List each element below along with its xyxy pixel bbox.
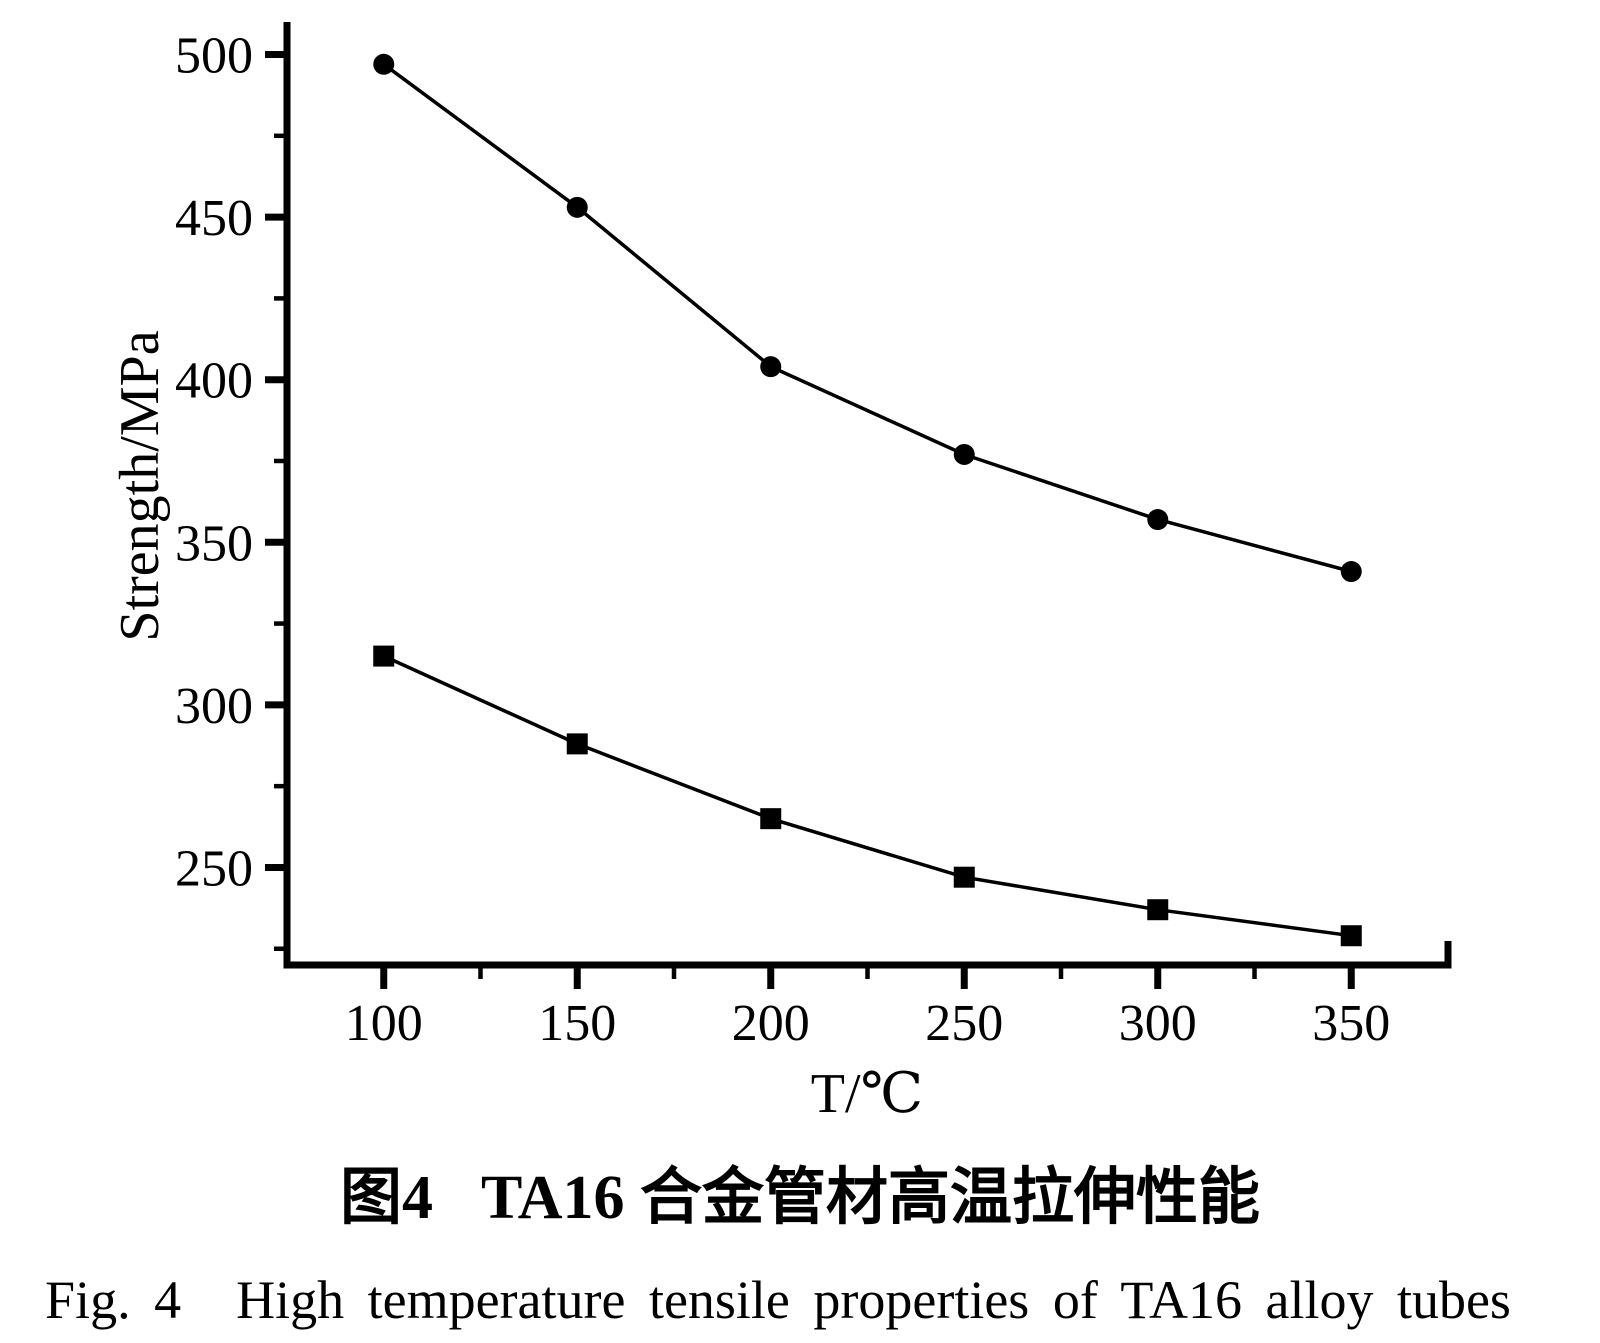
y-tick-label: 250 xyxy=(175,840,253,897)
series-line-square xyxy=(383,654,1352,938)
data-point-square xyxy=(1147,899,1169,921)
caption-en-number: Fig. 4 xyxy=(45,1270,181,1330)
x-tick-label: 250 xyxy=(925,995,1003,1052)
data-point-circle xyxy=(373,53,395,75)
data-point-circle xyxy=(953,443,975,465)
x-tick-label: 100 xyxy=(345,995,423,1052)
series-line-circle xyxy=(382,62,1352,574)
figure-caption-english: Fig. 4 High temperature tensile propertie… xyxy=(45,1270,1511,1330)
data-point-circle xyxy=(1340,561,1362,583)
data-point-square xyxy=(760,808,782,830)
y-tick-label: 500 xyxy=(175,28,253,85)
caption-zh-text: TA16 合金管材高温拉伸性能 xyxy=(481,1163,1260,1232)
data-point-square xyxy=(566,733,588,755)
x-tick-label: 150 xyxy=(538,995,616,1052)
data-point-square xyxy=(953,866,975,888)
x-tick-label: 200 xyxy=(732,995,810,1052)
caption-en-text: High temperature tensile properties of T… xyxy=(236,1270,1511,1330)
y-tick-label: 400 xyxy=(175,353,253,410)
data-point-square xyxy=(373,645,395,667)
caption-zh-number: 图4 xyxy=(340,1164,433,1232)
data-point-circle xyxy=(1147,509,1169,531)
data-point-square xyxy=(1340,925,1362,947)
y-tick-label: 450 xyxy=(175,190,253,247)
y-axis-label: Strength/MPa xyxy=(109,330,171,641)
axes-frame xyxy=(283,22,1452,969)
x-axis-label: T/℃ xyxy=(811,1063,923,1125)
y-tick-label: 350 xyxy=(175,515,253,572)
x-tick-label: 300 xyxy=(1119,995,1197,1052)
figure-caption-chinese: 图4 TA16 合金管材高温拉伸性能 xyxy=(340,1163,1260,1232)
data-point-circle xyxy=(566,196,588,218)
x-tick-label: 350 xyxy=(1312,995,1390,1052)
y-tick-label: 300 xyxy=(175,678,253,735)
data-point-circle xyxy=(760,356,782,378)
